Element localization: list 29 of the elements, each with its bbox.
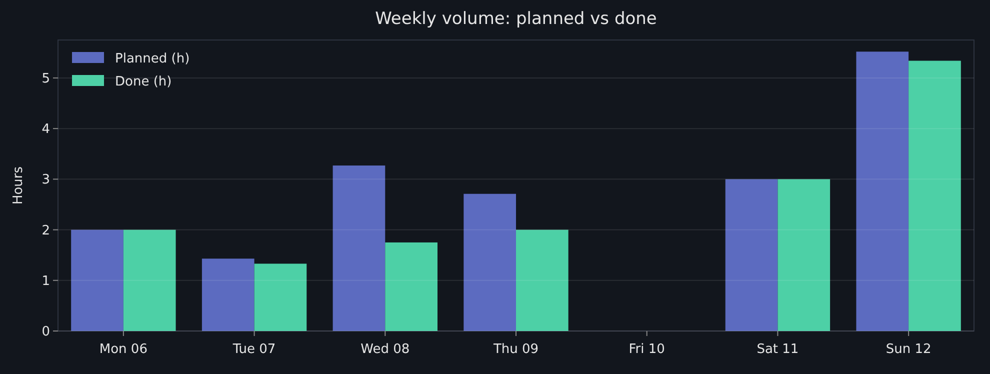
x-tick-label: Mon 06 — [99, 342, 148, 357]
x-tick-label: Sat 11 — [756, 342, 799, 357]
y-axis-title: Hours — [11, 166, 26, 205]
x-tick-label: Tue 07 — [232, 342, 276, 357]
bar — [254, 264, 307, 331]
bar — [464, 194, 516, 331]
x-tick-label: Sun 12 — [886, 342, 932, 357]
y-tick-label: 3 — [42, 172, 50, 188]
legend-label: Planned (h) — [115, 52, 190, 67]
x-tick-label: Fri 10 — [628, 342, 665, 357]
bar — [908, 60, 961, 331]
y-tick-label: 5 — [42, 72, 50, 87]
legend-label: Done (h) — [115, 74, 172, 90]
x-tick-label: Thu 09 — [492, 342, 539, 357]
bar — [71, 230, 124, 331]
bar — [516, 230, 568, 331]
bar — [725, 179, 778, 331]
x-tick-label: Wed 08 — [360, 342, 410, 357]
bar — [123, 230, 176, 331]
y-tick-label: 2 — [42, 223, 50, 238]
bar — [778, 179, 830, 331]
y-tick-label: 4 — [42, 122, 50, 138]
bar — [332, 166, 386, 331]
chart-title: Weekly volume: planned vs done — [375, 9, 657, 29]
y-tick-label: 0 — [42, 324, 50, 340]
bar — [385, 242, 438, 331]
y-tick-label: 1 — [42, 274, 50, 289]
bar — [856, 52, 909, 331]
bar — [202, 258, 254, 331]
